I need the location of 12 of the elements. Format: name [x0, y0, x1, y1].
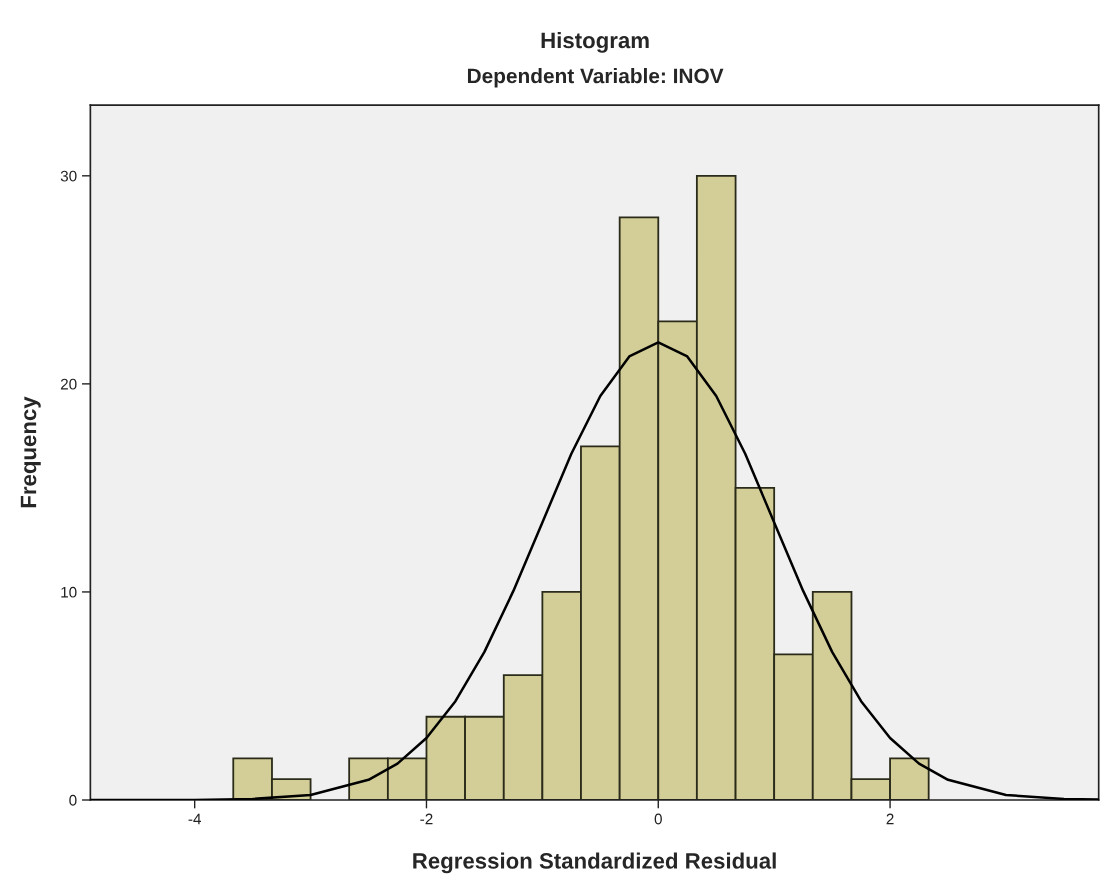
x-tick-label: -4	[188, 813, 202, 825]
y-tick-label: 30	[60, 170, 77, 182]
x-tick-label: 2	[886, 813, 894, 825]
y-tick-label: 20	[60, 378, 77, 390]
y-axis-title: Frequency	[20, 396, 41, 508]
x-tick-label: 0	[654, 813, 662, 825]
chart-title: Histogram	[541, 31, 649, 53]
chart-subtitle: Dependent Variable: INOV	[467, 67, 724, 88]
x-tick-label: -2	[420, 813, 433, 825]
x-axis-title: Regression Standardized Residual	[413, 852, 776, 874]
y-tick-label: 0	[69, 794, 77, 806]
y-tick-label: 10	[61, 586, 77, 598]
